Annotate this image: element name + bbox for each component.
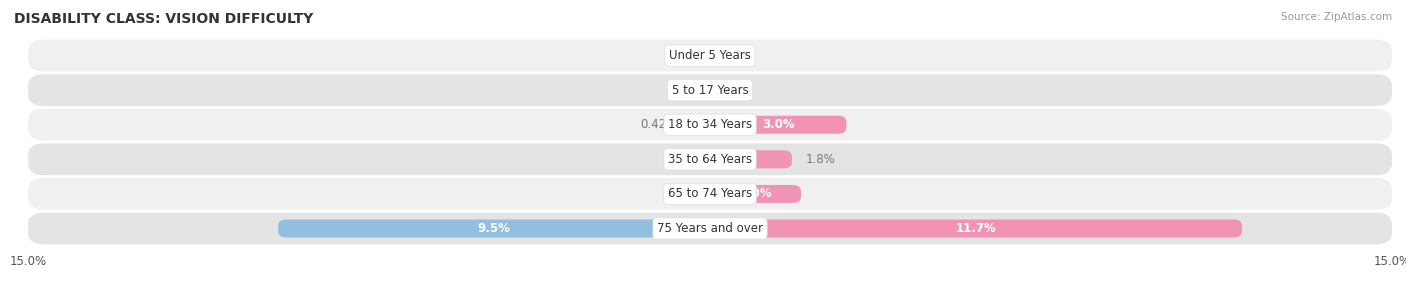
Legend: Male, Female: Male, Female xyxy=(644,302,776,304)
Text: 65 to 74 Years: 65 to 74 Years xyxy=(668,188,752,200)
FancyBboxPatch shape xyxy=(28,143,1392,175)
Text: DISABILITY CLASS: VISION DIFFICULTY: DISABILITY CLASS: VISION DIFFICULTY xyxy=(14,12,314,26)
Text: 9.5%: 9.5% xyxy=(478,222,510,235)
FancyBboxPatch shape xyxy=(28,74,1392,106)
Text: 0.0%: 0.0% xyxy=(724,49,754,62)
Text: 0.0%: 0.0% xyxy=(724,84,754,97)
Text: 35 to 64 Years: 35 to 64 Years xyxy=(668,153,752,166)
Text: 0.0%: 0.0% xyxy=(666,49,696,62)
Text: 0.0%: 0.0% xyxy=(666,188,696,200)
Text: 5 to 17 Years: 5 to 17 Years xyxy=(672,84,748,97)
Text: Under 5 Years: Under 5 Years xyxy=(669,49,751,62)
Text: 18 to 34 Years: 18 to 34 Years xyxy=(668,118,752,131)
Text: 0.42%: 0.42% xyxy=(640,118,678,131)
FancyBboxPatch shape xyxy=(278,219,710,237)
Text: 11.7%: 11.7% xyxy=(956,222,997,235)
Text: 0.0%: 0.0% xyxy=(666,153,696,166)
Text: 0.0%: 0.0% xyxy=(666,84,696,97)
FancyBboxPatch shape xyxy=(28,109,1392,141)
FancyBboxPatch shape xyxy=(28,212,1392,244)
Text: 3.0%: 3.0% xyxy=(762,118,794,131)
FancyBboxPatch shape xyxy=(710,219,1241,237)
FancyBboxPatch shape xyxy=(690,116,710,134)
FancyBboxPatch shape xyxy=(710,150,792,168)
Text: 1.8%: 1.8% xyxy=(806,153,835,166)
Text: 2.0%: 2.0% xyxy=(740,188,772,200)
FancyBboxPatch shape xyxy=(28,178,1392,210)
Text: 75 Years and over: 75 Years and over xyxy=(657,222,763,235)
Text: Source: ZipAtlas.com: Source: ZipAtlas.com xyxy=(1281,12,1392,22)
FancyBboxPatch shape xyxy=(710,185,801,203)
FancyBboxPatch shape xyxy=(28,40,1392,71)
FancyBboxPatch shape xyxy=(710,116,846,134)
